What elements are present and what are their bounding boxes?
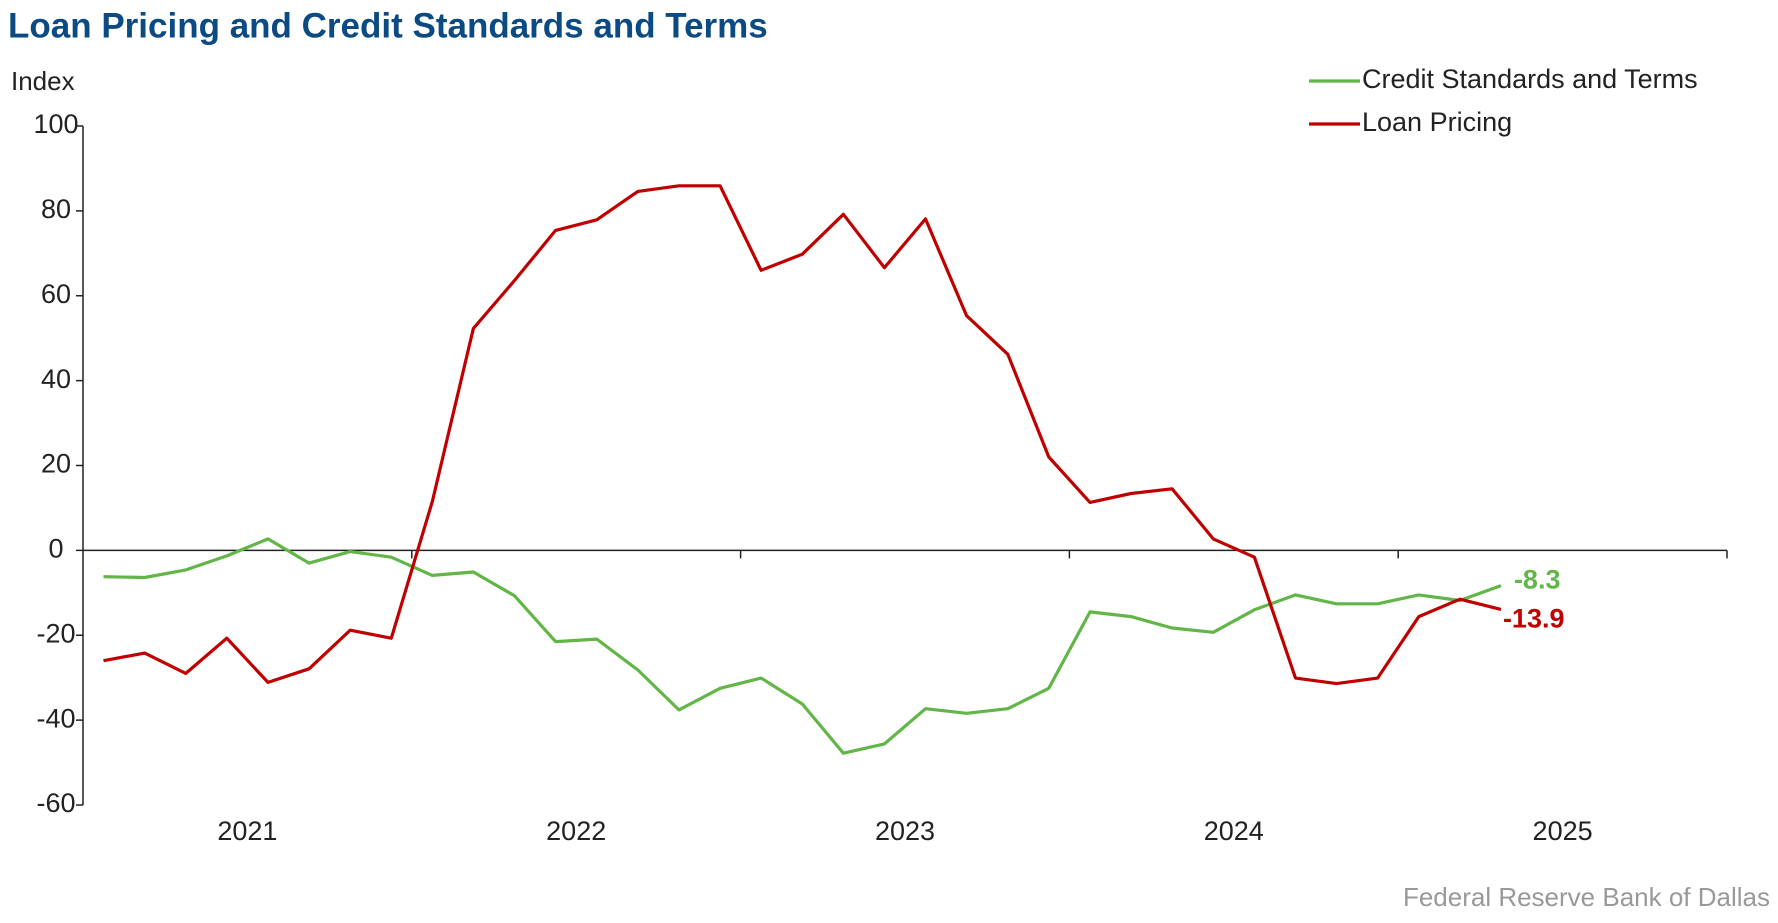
chart-title: Loan Pricing and Credit Standards and Te… [8, 6, 768, 45]
x-tick-label: 2021 [217, 816, 277, 846]
y-tick-label: -40 [36, 703, 75, 733]
y-tick-label: 40 [41, 364, 71, 394]
x-tick-label: 2023 [875, 816, 935, 846]
y-tick-label: 100 [33, 109, 78, 139]
legend-label: Credit Standards and Terms [1362, 64, 1698, 94]
y-tick-label: 0 [48, 534, 63, 564]
y-tick-label: 20 [41, 449, 71, 479]
x-tick-label: 2022 [546, 816, 606, 846]
legend-label: Loan Pricing [1362, 107, 1512, 137]
line [103, 184, 1502, 686]
y-tick-label: -60 [36, 788, 75, 818]
y-tick-label: 60 [41, 279, 71, 309]
end-value-label: -8.3 [1514, 565, 1561, 595]
y-axis-label: Index [11, 66, 75, 96]
x-tick-label: 2024 [1204, 816, 1264, 846]
source: Federal Reserve Bank of Dallas [1403, 882, 1770, 912]
y-tick-label: 80 [41, 194, 71, 224]
line [103, 537, 1502, 755]
y-tick-label: -20 [36, 618, 75, 648]
end-value-label: -13.9 [1503, 603, 1565, 633]
x-tick-label: 2025 [1533, 816, 1593, 846]
